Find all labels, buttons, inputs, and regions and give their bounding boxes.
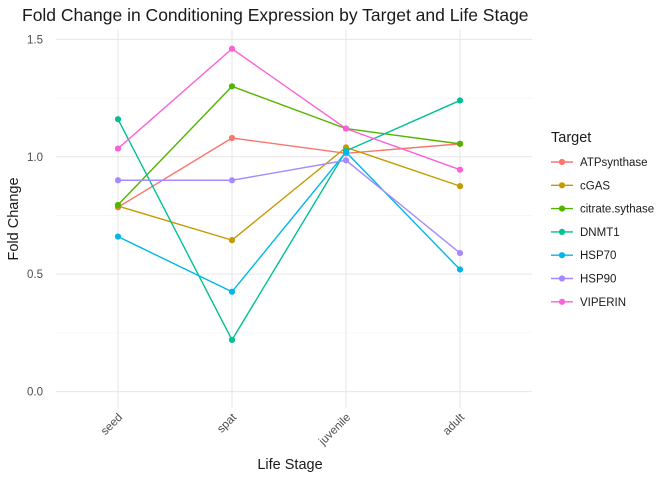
data-point xyxy=(456,97,464,104)
data-point xyxy=(228,83,236,90)
x-axis-ticks: seed spat juvenile adult xyxy=(99,411,468,448)
data-point xyxy=(228,336,236,344)
legend-title: Target xyxy=(551,130,591,146)
series-group xyxy=(114,134,464,211)
series-layer xyxy=(114,45,464,344)
legend-key-point xyxy=(558,182,566,189)
grid-lines xyxy=(56,30,532,408)
data-point xyxy=(456,266,464,273)
legend-item: HSP90 xyxy=(551,274,616,286)
legend-key-point xyxy=(558,228,566,235)
legend-label: HSP70 xyxy=(580,250,616,262)
legend-key-point xyxy=(558,252,566,259)
x-axis-title: Life Stage xyxy=(257,457,322,473)
series-line xyxy=(117,151,461,293)
legend-label: cGAS xyxy=(580,180,610,192)
y-axis-ticks: 0.0 0.5 1.0 1.5 xyxy=(27,34,43,398)
legend-label: VIPERIN xyxy=(580,297,626,309)
data-point xyxy=(342,157,350,164)
data-point xyxy=(456,166,464,173)
chart-title: Fold Change in Conditioning Expression b… xyxy=(22,5,529,25)
legend-items: ATPsynthase cGAS citrate.sythase DNMT1 HSP70… xyxy=(551,157,654,309)
data-point xyxy=(456,183,464,190)
series-line xyxy=(117,146,461,241)
data-point xyxy=(114,177,122,184)
data-point xyxy=(456,140,464,147)
data-point xyxy=(228,45,236,52)
legend-label: citrate.sythase xyxy=(580,204,654,216)
y-axis-title: Fold Change xyxy=(6,177,22,260)
legend-item: VIPERIN xyxy=(551,297,626,309)
series-line xyxy=(117,85,461,206)
y-tick-label: 0.5 xyxy=(27,269,43,281)
legend-item: DNMT1 xyxy=(551,227,620,239)
series-group xyxy=(114,45,464,173)
data-point xyxy=(114,145,122,152)
legend-item: citrate.sythase xyxy=(551,204,654,216)
legend-item: cGAS xyxy=(551,180,610,192)
legend-label: HSP90 xyxy=(580,274,616,286)
data-point xyxy=(114,201,122,209)
y-tick-label: 1.5 xyxy=(27,34,43,46)
series-group xyxy=(114,148,464,295)
data-point xyxy=(456,249,464,257)
series-line xyxy=(117,137,461,208)
data-point xyxy=(228,177,236,184)
x-tick-label: spat xyxy=(215,411,239,435)
legend-key-point xyxy=(558,275,566,282)
series-line xyxy=(118,159,461,254)
legend-item: ATPsynthase xyxy=(551,157,648,169)
data-point xyxy=(228,288,236,295)
y-tick-label: 0.0 xyxy=(27,387,43,399)
series-line xyxy=(117,47,461,171)
data-point xyxy=(342,125,350,132)
legend-label: DNMT1 xyxy=(580,227,620,239)
x-tick-label: seed xyxy=(99,412,125,438)
legend-key-point xyxy=(558,205,566,212)
legend-label: ATPsynthase xyxy=(580,157,648,169)
series-line xyxy=(117,99,461,342)
x-tick-label: juvenile xyxy=(316,412,353,449)
data-point xyxy=(228,237,236,244)
data-point xyxy=(228,134,236,142)
legend: Target ATPsynthase cGAS citrate.sythase DNM… xyxy=(551,130,654,309)
data-point xyxy=(114,116,122,123)
legend-key-point xyxy=(558,158,566,166)
legend-item: HSP70 xyxy=(551,250,616,262)
series-group xyxy=(114,157,464,257)
legend-key-point xyxy=(558,298,566,305)
series-group xyxy=(114,144,464,244)
data-point xyxy=(114,233,122,240)
data-point xyxy=(342,148,350,156)
x-tick-label: adult xyxy=(441,411,468,438)
y-tick-label: 1.0 xyxy=(27,152,43,164)
